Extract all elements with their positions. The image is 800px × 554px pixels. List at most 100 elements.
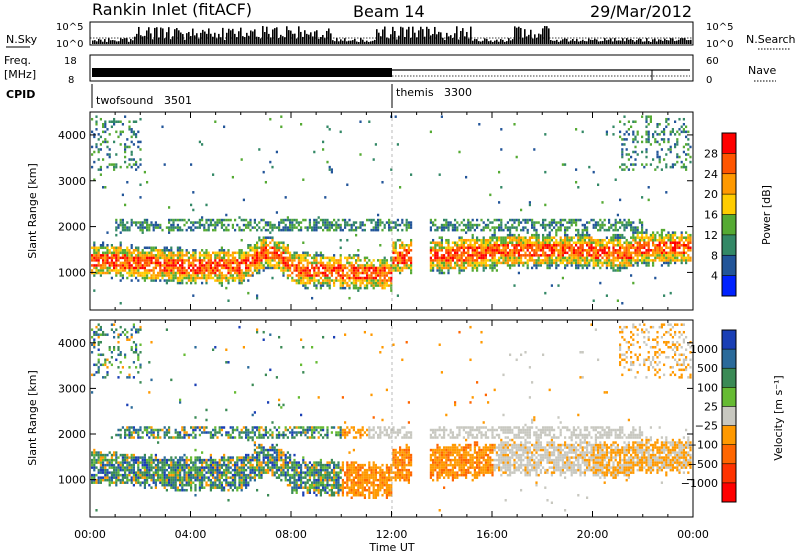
- echo-cell: [361, 279, 364, 282]
- echo-cell: [460, 254, 463, 257]
- echo-cell: [647, 256, 650, 260]
- echo-cell: [203, 223, 206, 227]
- echo-cell: [139, 264, 142, 267]
- echo-cell: [577, 233, 580, 237]
- echo-cell: [366, 279, 369, 282]
- echo-cell: [286, 256, 289, 260]
- echo-cell: [183, 471, 186, 474]
- echo-cell: [163, 266, 166, 270]
- echo-cell: [205, 266, 208, 270]
- echo-cell: [106, 165, 109, 169]
- echo-cell: [533, 244, 536, 247]
- echo-cell: [401, 261, 404, 265]
- echo-cell: [429, 218, 432, 222]
- echo-cell: [366, 276, 369, 280]
- echo-cell: [537, 246, 540, 250]
- date-title: 29/Mar/2012: [590, 2, 692, 21]
- echo-cell: [643, 231, 646, 234]
- echo-cell: [339, 269, 342, 272]
- nsky-bar: [530, 29, 532, 44]
- echo-cell: [130, 223, 133, 227]
- echo-cell: [198, 256, 201, 260]
- echo-cell: [313, 226, 316, 229]
- echo-cell: [150, 476, 153, 479]
- echo-cell: [663, 238, 666, 242]
- echo-cell: [108, 120, 111, 123]
- echo-cell: [614, 238, 617, 242]
- echo-cell: [513, 238, 516, 242]
- echo-cell: [484, 254, 487, 257]
- echo-cell: [304, 266, 307, 270]
- echo-cell: [592, 261, 595, 265]
- echo-cell: [460, 261, 463, 265]
- echo-cell: [126, 428, 129, 432]
- echo-cell: [205, 276, 208, 280]
- nsky-bar: [516, 27, 518, 44]
- echo-cell: [372, 279, 375, 282]
- echo-cell: [99, 340, 102, 344]
- echo-cell: [372, 286, 375, 290]
- echo-cell: [566, 228, 569, 232]
- echo-cell: [297, 279, 300, 282]
- echo-cell: [511, 264, 514, 267]
- echo-cell: [225, 286, 228, 290]
- echo-cell: [515, 228, 518, 232]
- echo-cell: [108, 163, 111, 166]
- echo-cell: [143, 461, 146, 464]
- echo-cell: [242, 228, 245, 232]
- echo-cell: [154, 456, 157, 459]
- echo-cell: [524, 256, 527, 260]
- echo-cell: [282, 244, 285, 247]
- echo-cell: [581, 241, 584, 244]
- nsky-bar: [384, 26, 386, 44]
- echo-cell: [407, 223, 410, 227]
- echo-cell: [654, 249, 657, 252]
- nsky-bar: [340, 39, 342, 44]
- echo-cell: [572, 249, 575, 252]
- echo-cell: [592, 241, 595, 244]
- nsky-bar: [496, 39, 498, 44]
- echo-cell: [110, 456, 113, 459]
- echo-cell: [656, 231, 659, 234]
- echo-cell: [685, 158, 688, 161]
- echo-cell: [253, 259, 256, 262]
- echo-cell: [588, 249, 591, 252]
- echo-cell: [487, 223, 490, 227]
- echo-cell: [168, 249, 171, 252]
- echo-cell: [291, 276, 294, 280]
- echo-cell: [489, 221, 492, 224]
- echo-cell: [658, 123, 661, 126]
- echo-cell: [555, 266, 558, 270]
- echo-cell: [491, 256, 494, 260]
- echo-cell: [403, 264, 406, 267]
- echo-cell: [126, 249, 129, 252]
- echo-cell: [621, 143, 624, 146]
- echo-cell: [143, 259, 146, 262]
- echo-cell: [493, 244, 496, 247]
- echo-cell: [533, 148, 536, 151]
- echo-cell: [603, 223, 606, 227]
- echo-cell: [612, 233, 615, 237]
- echo-cell: [113, 249, 116, 252]
- echo-cell: [300, 259, 303, 262]
- nsky-bar: [392, 26, 394, 44]
- echo-cell: [106, 476, 109, 479]
- echo-cell: [170, 483, 173, 487]
- echo-cell: [176, 466, 179, 469]
- echo-cell: [407, 256, 410, 260]
- echo-cell: [357, 269, 360, 272]
- echo-cell: [152, 471, 155, 474]
- echo-cell: [183, 463, 186, 467]
- echo-cell: [205, 281, 208, 285]
- echo-cell: [183, 483, 186, 487]
- echo-cell: [555, 256, 558, 260]
- nsky-bar: [310, 32, 312, 44]
- echo-cell: [251, 226, 254, 229]
- echo-cell: [154, 254, 157, 257]
- echo-cell: [467, 244, 470, 247]
- echo-cell: [128, 259, 131, 262]
- echo-cell: [526, 221, 529, 224]
- echo-cell: [154, 471, 157, 474]
- echo-cell: [445, 241, 448, 244]
- echo-cell: [269, 117, 272, 121]
